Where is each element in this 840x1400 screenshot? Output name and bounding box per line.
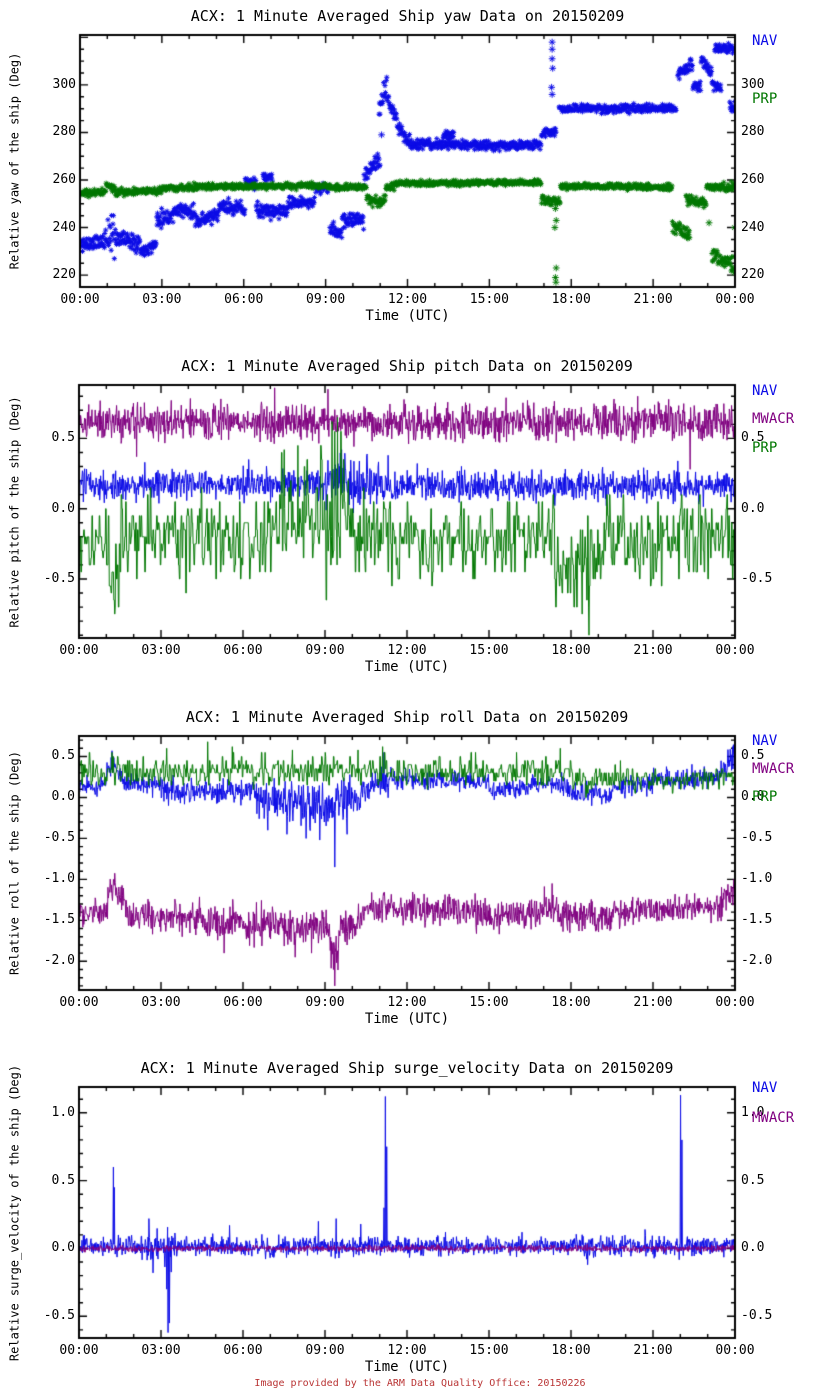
y-tick-label-right: -1.5 (741, 912, 773, 928)
y-tick-label-left: 0.5 (51, 430, 75, 446)
x-tick-label: 15:00 (469, 1343, 509, 1358)
y-tick-label-right: 0.0 (741, 789, 765, 805)
y-tick-label-left: -0.5 (43, 1308, 75, 1324)
y-tick-label-left: -0.5 (43, 830, 75, 846)
legend-entry-mwacr: MWACR (752, 1110, 795, 1126)
legend-entry-nav: NAV (752, 733, 778, 749)
x-axis-label: Time (UTC) (364, 659, 450, 675)
y-tick-label-left: 300 (52, 76, 76, 92)
y-axis-label: Relative roll of the ship (Deg) (7, 751, 22, 975)
y-tick-label-left: 280 (52, 124, 76, 140)
legend-entry-nav: NAV (752, 1080, 778, 1096)
x-tick-label: 12:00 (387, 292, 428, 307)
y-tick-label-left: 260 (52, 172, 76, 188)
y-tick-label-left: -2.0 (43, 953, 75, 969)
x-tick-label: 18:00 (551, 643, 591, 658)
x-tick-label: 00:00 (715, 643, 755, 658)
x-tick-label: 06:00 (223, 995, 263, 1010)
x-tick-label: 03:00 (141, 643, 181, 658)
y-tick-label-left: -1.5 (43, 912, 75, 928)
x-axis-label: Time (UTC) (365, 308, 450, 324)
x-tick-label: 15:00 (469, 292, 509, 307)
x-tick-label: 21:00 (633, 292, 673, 307)
y-tick-label-right: 220 (741, 267, 765, 283)
y-tick-label-left: -1.0 (43, 871, 75, 887)
x-tick-label: 18:00 (551, 292, 591, 307)
x-tick-label: 15:00 (469, 643, 509, 658)
x-tick-label: 00:00 (715, 1343, 755, 1358)
y-tick-label-right: 0.5 (741, 1172, 765, 1188)
x-tick-label: 00:00 (59, 1343, 99, 1358)
y-axis-label: Relative surge_velocity of the ship (Deg… (7, 1064, 22, 1361)
x-tick-label: 00:00 (715, 292, 755, 307)
y-tick-label-right: 0.0 (741, 500, 765, 516)
x-tick-label: 18:00 (551, 995, 591, 1010)
caption: Image provided by the ARM Data Quality O… (254, 1378, 586, 1389)
chart-title: ACX: 1 Minute Averaged Ship surge_veloci… (140, 1059, 674, 1077)
x-tick-label: 12:00 (387, 995, 427, 1010)
x-tick-label: 06:00 (223, 1343, 263, 1358)
x-tick-label: 00:00 (60, 292, 100, 307)
y-axis-label: Relative pitch of the ship (Deg) (7, 395, 22, 628)
y-tick-label-left: 240 (52, 219, 76, 235)
x-tick-label: 09:00 (305, 995, 345, 1010)
chart-title: ACX: 1 Minute Averaged Ship roll Data on… (185, 708, 629, 726)
y-tick-label-left: 0.0 (51, 1240, 75, 1256)
y-tick-label-right: -0.5 (741, 830, 773, 846)
legend-entry-prp: PRP (752, 789, 778, 805)
y-tick-label-left: 0.5 (51, 1172, 75, 1188)
legend-entry-nav: NAV (752, 383, 778, 399)
y-tick-label-right: -0.5 (741, 570, 773, 586)
y-tick-label-right: 240 (741, 219, 765, 235)
y-tick-label-right: 0.5 (741, 748, 765, 764)
legend-entry-prp: PRP (752, 440, 778, 456)
y-tick-label-right: 0.5 (741, 430, 765, 446)
y-tick-label-right: 280 (741, 124, 765, 140)
x-tick-label: 06:00 (224, 292, 264, 307)
x-tick-label: 00:00 (59, 995, 99, 1010)
y-tick-label-right: -0.5 (741, 1308, 773, 1324)
y-tick-label-right: -1.0 (741, 871, 773, 887)
x-tick-label: 12:00 (387, 643, 427, 658)
y-tick-label-right: 1.0 (741, 1104, 765, 1120)
x-axis-label: Time (UTC) (364, 1359, 450, 1375)
legend-entry-mwacr: MWACR (752, 761, 795, 777)
x-tick-label: 21:00 (633, 1343, 673, 1358)
x-tick-label: 15:00 (469, 995, 509, 1010)
x-tick-label: 00:00 (59, 643, 99, 658)
x-tick-label: 03:00 (141, 995, 181, 1010)
chart-title: ACX: 1 Minute Averaged Ship yaw Data on … (190, 7, 625, 25)
y-tick-label-left: 220 (52, 267, 76, 283)
x-tick-label: 12:00 (387, 1343, 427, 1358)
y-tick-label-left: 1.0 (51, 1104, 75, 1120)
y-axis-label: Relative yaw of the ship (Deg) (7, 52, 22, 270)
y-tick-label-right: 300 (741, 76, 765, 92)
x-tick-label: 09:00 (306, 292, 346, 307)
x-tick-label: 21:00 (633, 643, 673, 658)
y-tick-label-right: 0.0 (741, 1240, 765, 1256)
x-tick-label: 09:00 (305, 1343, 345, 1358)
chart-title: ACX: 1 Minute Averaged Ship pitch Data o… (181, 357, 633, 375)
y-tick-label-right: 260 (741, 172, 765, 188)
legend-entry-mwacr: MWACR (752, 411, 795, 427)
y-tick-label-left: 0.5 (51, 748, 75, 764)
x-tick-label: 06:00 (223, 643, 263, 658)
x-axis-label: Time (UTC) (364, 1011, 450, 1027)
x-tick-label: 09:00 (305, 643, 345, 658)
y-tick-label-right: -2.0 (741, 953, 773, 969)
x-tick-label: 21:00 (633, 995, 673, 1010)
x-tick-label: 00:00 (715, 995, 755, 1010)
x-tick-label: 03:00 (142, 292, 182, 307)
legend-entry-prp: PRP (752, 91, 778, 107)
legend-entry-nav: NAV (752, 33, 778, 49)
y-tick-label-left: -0.5 (43, 570, 75, 586)
y-tick-label-left: 0.0 (51, 500, 75, 516)
x-tick-label: 18:00 (551, 1343, 591, 1358)
y-tick-label-left: 0.0 (51, 789, 75, 805)
x-tick-label: 03:00 (141, 1343, 181, 1358)
